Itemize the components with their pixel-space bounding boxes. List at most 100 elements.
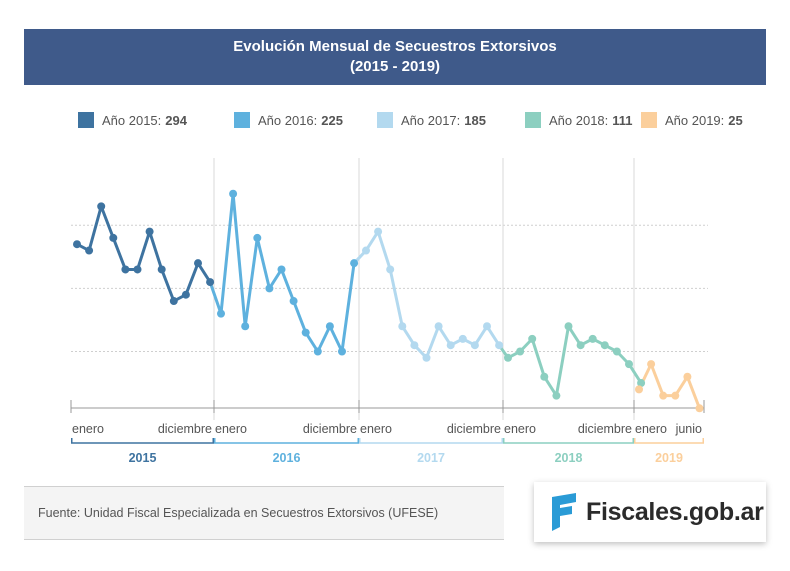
data-point-2016-11: [338, 347, 346, 356]
series-line-2015: [76, 204, 212, 303]
data-point-2017-8: [446, 341, 455, 350]
legend-total: 25: [728, 112, 743, 128]
data-point-2016-8: [301, 328, 310, 337]
data-point-2018-1: [504, 353, 512, 362]
legend-item-2016: Año 2016: 225: [234, 112, 343, 128]
data-point-2015-11: [194, 259, 202, 268]
data-point-2015-10: [181, 290, 190, 299]
data-point-2018-7: [576, 341, 585, 350]
data-point-2018-8: [588, 334, 597, 343]
data-point-2018-11: [625, 360, 633, 369]
chart-title-line2: (2015 - 2019): [349, 58, 441, 75]
year-label-2015: 2015: [129, 451, 157, 465]
data-point-2016-1: [217, 309, 225, 318]
data-point-2017-3: [386, 265, 395, 274]
data-point-2019-4: [671, 391, 680, 400]
data-point-2017-9: [458, 334, 467, 343]
month-label-end: diciembre: [578, 422, 632, 436]
year-label-2017: 2017: [417, 451, 445, 465]
legend-swatch-2015: [78, 112, 94, 128]
data-point-2016-2: [229, 189, 238, 198]
legend-label: Año 2016:: [258, 112, 318, 128]
data-point-2015-4: [109, 233, 118, 242]
legend-label: Año 2015:: [102, 112, 162, 128]
series-line-2017: [353, 230, 501, 360]
data-point-2019-6: [695, 404, 704, 413]
chart-title-line1: Evolución Mensual de Secuestros Extorsiv…: [233, 38, 557, 55]
month-label-start: enero: [504, 422, 536, 436]
legend: Año 2015: 294 Año 2016: 225 Año 2017: 185 A…: [78, 112, 770, 132]
data-point-2016-12: [350, 259, 359, 268]
data-point-2015-8: [157, 265, 166, 274]
data-point-2017-4: [398, 322, 407, 331]
data-point-2018-4: [540, 372, 549, 381]
month-label-start: enero: [72, 422, 104, 436]
data-point-2018-12: [637, 379, 646, 388]
data-point-2015-1: [73, 240, 81, 249]
fiscales-logo-icon: [552, 493, 576, 531]
legend-swatch-2017: [377, 112, 393, 128]
legend-label: Año 2017:: [401, 112, 461, 128]
legend-total: 225: [321, 112, 343, 128]
data-point-2017-5: [410, 341, 419, 350]
source-note: Fuente: Unidad Fiscal Especializada en S…: [24, 486, 504, 540]
data-point-2016-4: [253, 233, 262, 242]
source-text: Fuente: Unidad Fiscal Especializada en S…: [38, 506, 439, 520]
data-point-2019-1: [635, 385, 643, 394]
legend-item-2015: Año 2015: 294: [78, 112, 187, 128]
data-point-2017-7: [434, 322, 443, 331]
data-point-2016-9: [313, 347, 322, 356]
month-label-end: junio: [675, 422, 702, 436]
data-point-2019-3: [659, 391, 668, 400]
data-point-2017-6: [422, 353, 431, 362]
chart-title: Evolución Mensual de Secuestros Extorsiv…: [24, 29, 766, 85]
data-point-2016-7: [289, 297, 298, 306]
series-line-2018: [497, 324, 643, 398]
legend-swatch-2016: [234, 112, 250, 128]
data-point-2017-1: [362, 246, 370, 255]
legend-item-2019: Año 2019: 25: [641, 112, 743, 128]
legend-swatch-2019: [641, 112, 657, 128]
legend-total: 294: [165, 112, 187, 128]
data-point-2016-10: [325, 322, 334, 331]
year-label-2019: 2019: [655, 451, 683, 465]
data-point-2016-3: [241, 322, 250, 331]
legend-total: 111: [612, 112, 633, 128]
data-point-2017-11: [483, 322, 491, 331]
data-point-2019-2: [647, 360, 656, 369]
legend-item-2017: Año 2017: 185: [377, 112, 486, 128]
data-point-2018-5: [552, 391, 561, 400]
data-point-2018-3: [528, 334, 537, 343]
data-point-2016-6: [277, 265, 286, 274]
logo: Fiscales.gob.ar: [534, 482, 766, 542]
data-point-2015-2: [85, 246, 94, 255]
data-point-2016-5: [265, 284, 274, 293]
month-label-end: diciembre: [447, 422, 501, 436]
month-label-start: enero: [360, 422, 392, 436]
data-point-2015-5: [121, 265, 130, 274]
month-label-start: enero: [215, 422, 247, 436]
data-point-2018-10: [612, 347, 621, 356]
legend-label: Año 2018:: [549, 112, 609, 128]
legend-total: 185: [464, 112, 486, 128]
month-label-end: diciembre: [158, 422, 212, 436]
year-label-2016: 2016: [273, 451, 301, 465]
legend-label: Año 2019:: [665, 112, 725, 128]
series-line-2019: [637, 362, 701, 409]
logo-text: Fiscales.gob.ar: [586, 497, 764, 526]
data-point-2017-10: [470, 341, 479, 350]
legend-item-2018: Año 2018: 111: [525, 112, 633, 128]
data-point-2015-12: [206, 278, 215, 287]
year-label-2018: 2018: [555, 451, 583, 465]
data-point-2019-5: [683, 372, 692, 381]
data-point-2017-12: [495, 341, 504, 350]
data-point-2018-6: [564, 322, 573, 331]
data-point-2018-2: [516, 347, 525, 356]
legend-swatch-2018: [525, 112, 541, 128]
month-label-start: enero: [635, 422, 667, 436]
data-point-2015-7: [145, 227, 154, 236]
data-point-2015-9: [169, 297, 178, 306]
data-point-2018-9: [600, 341, 609, 350]
data-point-2017-2: [374, 227, 383, 236]
